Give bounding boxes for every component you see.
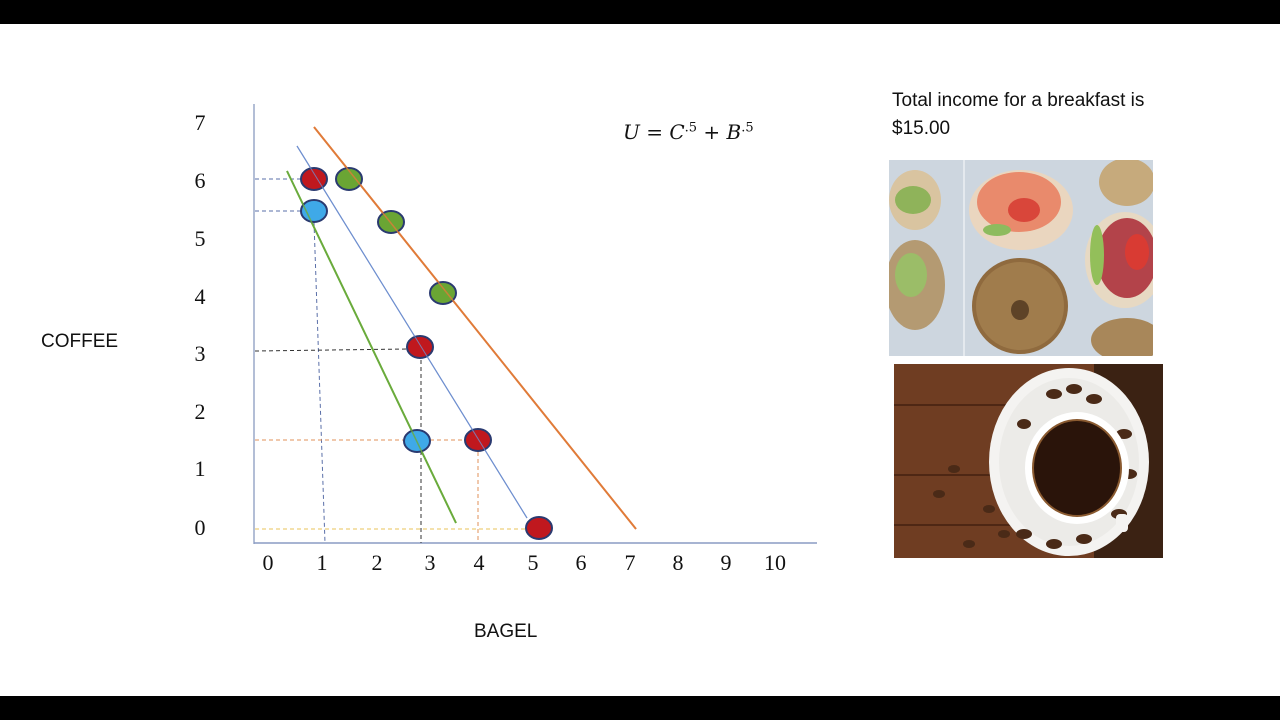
x-tick-1: 1 bbox=[316, 550, 328, 575]
x-tick-5: 5 bbox=[527, 550, 539, 575]
income-note: Total income for a breakfast is $15.00 bbox=[892, 87, 1144, 143]
formula-exp-c: .5 bbox=[684, 120, 698, 136]
y-tick-0: 0 bbox=[194, 515, 206, 540]
coffee-photo bbox=[894, 364, 1163, 558]
green-point bbox=[335, 167, 363, 191]
y-tick-6: 6 bbox=[194, 168, 206, 193]
y-tick-1: 1 bbox=[194, 456, 206, 481]
formula-c: C bbox=[669, 120, 685, 144]
y-tick-2: 2 bbox=[194, 399, 206, 424]
x-tick-9: 9 bbox=[720, 550, 732, 575]
slide: 7 6 5 4 3 2 1 0 0 1 2 3 4 5 6 7 8 9 10 C… bbox=[0, 24, 1280, 696]
green-point bbox=[429, 281, 457, 305]
x-axis-title: BAGEL bbox=[474, 621, 538, 642]
red-point bbox=[464, 428, 492, 452]
y-tick-4: 4 bbox=[194, 284, 206, 309]
formula-u: U bbox=[623, 120, 640, 144]
formula-b: B bbox=[726, 120, 742, 144]
x-tick-8: 8 bbox=[672, 550, 684, 575]
x-tick-0: 0 bbox=[262, 550, 274, 575]
income-note-line1: Total income for a breakfast is bbox=[892, 90, 1145, 111]
x-tick-7: 7 bbox=[624, 550, 636, 575]
utility-formula: U = C.5 + B.5 bbox=[623, 120, 754, 144]
x-tick-6: 6 bbox=[575, 550, 587, 575]
bagels-photo bbox=[889, 160, 1153, 356]
x-tick-4: 4 bbox=[473, 550, 485, 575]
red-point bbox=[406, 335, 434, 359]
formula-plus: + bbox=[703, 120, 721, 144]
formula-equals: = bbox=[646, 120, 663, 144]
red-point bbox=[300, 167, 328, 191]
x-tick-10: 10 bbox=[764, 550, 786, 575]
chart-plot bbox=[253, 104, 817, 544]
blue-point bbox=[300, 199, 328, 223]
red-point bbox=[525, 516, 553, 540]
y-tick-3: 3 bbox=[194, 341, 206, 366]
y-tick-5: 5 bbox=[194, 226, 206, 251]
formula-exp-b: .5 bbox=[741, 120, 754, 136]
x-tick-2: 2 bbox=[371, 550, 383, 575]
y-axis-title: COFFEE bbox=[41, 331, 119, 352]
y-tick-7: 7 bbox=[194, 110, 206, 135]
x-tick-3: 3 bbox=[424, 550, 436, 575]
income-note-line2: $15.00 bbox=[892, 118, 951, 139]
